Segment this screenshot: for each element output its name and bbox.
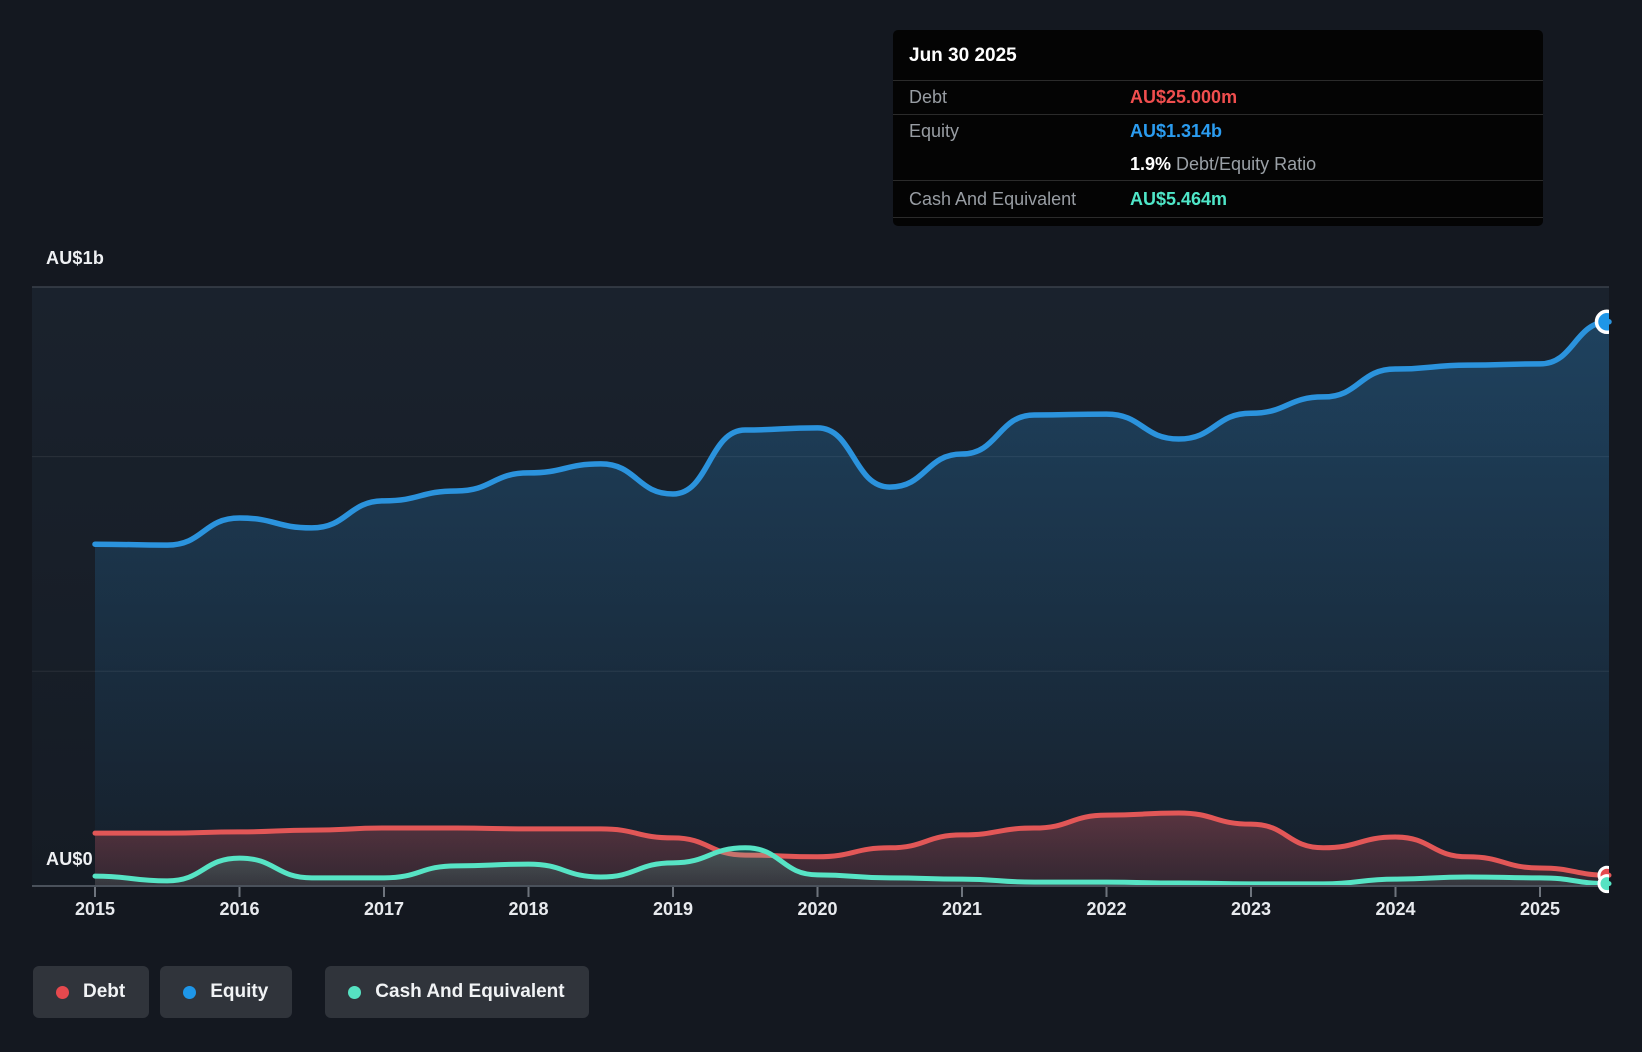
- x-tick-label: 2021: [941, 899, 983, 919]
- x-tick-label: 2020: [797, 899, 838, 919]
- x-tick-label: 2018: [508, 899, 549, 919]
- legend-item-debt[interactable]: Debt: [33, 966, 150, 1018]
- tooltip-row-ratio: 1.9% Debt/Equity Ratio: [893, 148, 1543, 180]
- tooltip-cash-value: AU$5.464m: [1130, 188, 1228, 209]
- tooltip-equity-value: AU$1.314b: [1130, 121, 1223, 141]
- x-tick-label: 2024: [1375, 899, 1416, 919]
- x-tick-label: 2022: [1086, 899, 1127, 919]
- legend-debt-label: Debt: [83, 981, 126, 1002]
- debt-dot-icon: [56, 985, 69, 999]
- chart-legend: Debt Equity Cash And Equivalent: [33, 966, 600, 1018]
- tooltip-equity-label: Equity: [909, 121, 960, 141]
- cash-dot-icon: [348, 985, 362, 999]
- tooltip-row-debt: Debt AU$25.000m: [893, 80, 1543, 114]
- equity-dot-icon: [183, 985, 197, 999]
- tooltip-date: Jun 30 2025: [909, 45, 1017, 66]
- tooltip-debt-value: AU$25.000m: [1130, 87, 1238, 107]
- tooltip-row-cash: Cash And Equivalent AU$5.464m: [893, 180, 1543, 217]
- tooltip-debt-label: Debt: [909, 87, 948, 107]
- x-tick-label: 2016: [219, 899, 260, 919]
- tooltip-ratio-value: 1.9%: [1130, 153, 1172, 174]
- legend-item-equity[interactable]: Equity: [160, 966, 293, 1018]
- x-tick-label: 2019: [652, 899, 694, 919]
- y-axis-label-zero: AU$0: [46, 849, 93, 869]
- legend-item-cash[interactable]: Cash And Equivalent: [325, 966, 589, 1018]
- legend-equity-label: Equity: [210, 981, 269, 1002]
- tooltip-row-equity: Equity AU$1.314b: [893, 114, 1543, 148]
- x-tick-label: 2023: [1230, 899, 1272, 919]
- chart-tooltip: Jun 30 2025 Debt AU$25.000m Equity AU$1.…: [893, 30, 1543, 226]
- tooltip-ratio-label: Debt/Equity Ratio: [1171, 153, 1317, 174]
- y-axis-label-1b: AU$1b: [46, 248, 105, 268]
- x-tick-label: 2015: [74, 899, 116, 919]
- x-tick-label: 2017: [363, 899, 405, 919]
- tooltip-cash-label: Cash And Equivalent: [909, 188, 1077, 209]
- legend-cash-label: Cash And Equivalent: [375, 981, 565, 1002]
- x-tick-label: 2025: [1519, 899, 1561, 919]
